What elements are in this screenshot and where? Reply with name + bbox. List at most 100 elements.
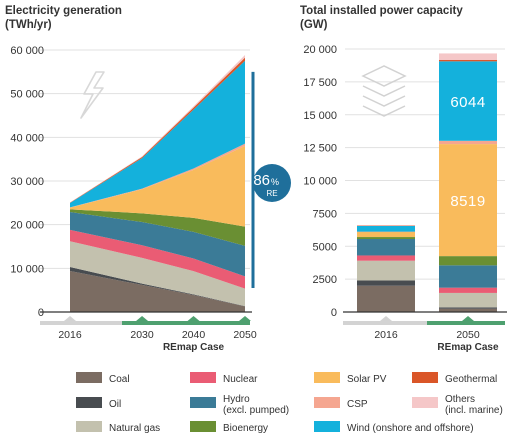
re-badge xyxy=(253,164,291,202)
bar-2050-solar xyxy=(439,144,497,257)
left-ytick-label: 0 xyxy=(38,307,44,319)
legend-swatch-gas xyxy=(76,421,102,432)
legend-label-csp: CSP xyxy=(347,399,368,410)
bar-2050-nuclear xyxy=(439,287,497,293)
right-ytick-label: 17 500 xyxy=(303,77,337,89)
legend-swatch-geo xyxy=(412,372,438,383)
left-tick-marker xyxy=(64,316,76,321)
bar-2016-gas xyxy=(357,260,415,281)
re-badge-value: 86 xyxy=(253,172,270,189)
legend-label-bio: Bioenergy xyxy=(223,423,268,434)
bar-2016-wind xyxy=(357,225,415,232)
right-ytick-label: 5000 xyxy=(313,241,337,253)
legend-sublabel-others: (incl. marine) xyxy=(445,405,503,416)
re-share-annotation: 86 % RE xyxy=(251,71,291,288)
legend-swatch-bio xyxy=(190,421,216,432)
right-ytick-label: 7500 xyxy=(313,208,337,220)
right-ytick-label: 15 000 xyxy=(303,110,337,122)
legend-label-others: Others xyxy=(445,394,475,405)
bar-2050-wind xyxy=(439,61,497,141)
left-axis-band-green xyxy=(122,321,250,325)
bar-2016-others xyxy=(357,225,415,226)
bar-value-labels: 8519 6044 xyxy=(450,94,485,210)
left-ytick-label: 30 000 xyxy=(10,176,44,188)
right-ytick-label: 10 000 xyxy=(303,176,337,188)
bar-label-solar: 8519 xyxy=(450,193,485,210)
legend-swatch-wind xyxy=(314,421,340,432)
legend-label-hydro: Hydro xyxy=(223,394,250,405)
right-ytick-label: 12 500 xyxy=(303,143,337,155)
left-axes: 0 10 000 20 000 30 000 40 000 50 000 60 000 201… xyxy=(10,45,256,353)
bar-2016-bio xyxy=(357,237,415,240)
legend-label-solar: Solar PV xyxy=(347,374,387,385)
legend-swatch-nuclear xyxy=(190,372,216,383)
bar-2050-csp xyxy=(439,140,497,145)
left-tick-marker xyxy=(187,316,200,321)
bar-2016-oil xyxy=(357,280,415,286)
area-solar xyxy=(70,145,245,227)
legend-sublabel-hydro: (excl. pumped) xyxy=(223,405,289,416)
right-xtick-label: 2050 xyxy=(456,329,480,341)
re-badge-label: RE xyxy=(266,189,277,198)
left-title-line2: (TWh/yr) xyxy=(5,19,52,31)
bar-2050-bio xyxy=(439,256,497,266)
area-nuclear xyxy=(70,229,245,289)
bar-2050-hydro xyxy=(439,265,497,288)
right-ytick-label: 0 xyxy=(331,307,337,319)
left-ytick-label: 60 000 xyxy=(10,45,44,57)
bar-label-wind: 6044 xyxy=(450,94,485,111)
right-tick-marker xyxy=(380,316,392,321)
bar-2016-hydro xyxy=(357,239,415,256)
bar-2050-others xyxy=(439,53,497,61)
right-axis-band xyxy=(343,321,505,325)
stacked-layers-icon xyxy=(361,65,407,117)
right-title-line1: Total installed power capacity xyxy=(300,5,463,17)
right-scenario-label: REmap Case xyxy=(437,342,499,353)
left-tick-marker xyxy=(239,316,251,321)
lightning-icon xyxy=(80,71,105,119)
legend-label-coal: Coal xyxy=(109,374,130,385)
right-axis-band-green xyxy=(427,321,505,325)
legend-swatch-coal xyxy=(76,372,102,383)
right-xtick-label: 2016 xyxy=(374,329,398,341)
left-ytick-label: 10 000 xyxy=(10,263,44,275)
legend-swatch-csp xyxy=(314,397,340,408)
generation-areas xyxy=(70,55,245,312)
capacity-bars xyxy=(357,53,497,312)
legend: Coal Nuclear Solar PV Geothermal Oil Hydro(ex… xyxy=(76,372,503,434)
area-hydro xyxy=(70,212,245,277)
area-wind xyxy=(70,60,245,208)
left-scenario-label: REmap Case xyxy=(163,342,225,353)
bar-2050-coal xyxy=(439,308,497,312)
left-ytick-label: 20 000 xyxy=(10,220,44,232)
right-tick-marker xyxy=(462,316,474,321)
left-xtick-label: 2030 xyxy=(130,329,154,341)
legend-swatch-others xyxy=(412,397,438,408)
area-bio xyxy=(70,209,245,246)
legend-label-geo: Geothermal xyxy=(445,374,497,385)
legend-label-gas: Natural gas xyxy=(109,423,160,434)
left-ytick-label: 50 000 xyxy=(10,89,44,101)
area-oil xyxy=(70,267,245,307)
area-coal xyxy=(70,270,245,312)
bar-2016-solar xyxy=(357,231,415,238)
left-xtick-label: 2016 xyxy=(58,329,82,341)
right-ytick-label: 2500 xyxy=(313,274,337,286)
legend-label-wind: Wind (onshore and offshore) xyxy=(347,423,474,434)
legend-label-oil: Oil xyxy=(109,399,121,410)
right-axes: 0 2500 5000 7500 10 000 12 500 15 000 17 500 20 … xyxy=(303,44,507,353)
legend-label-nuclear: Nuclear xyxy=(223,374,258,385)
left-ytick-label: 40 000 xyxy=(10,132,44,144)
bar-2050-gas xyxy=(439,292,497,308)
legend-swatch-hydro xyxy=(190,397,216,408)
left-tick-marker xyxy=(136,316,149,321)
right-title-line2: (GW) xyxy=(300,19,328,31)
bar-2050-geo xyxy=(439,60,497,62)
left-xtick-label: 2050 xyxy=(233,329,257,341)
left-xtick-label: 2040 xyxy=(182,329,206,341)
left-title-line1: Electricity generation xyxy=(5,5,122,17)
bar-2016-csp xyxy=(357,231,415,233)
legend-swatch-solar xyxy=(314,372,340,383)
bar-2016-coal xyxy=(357,285,415,312)
